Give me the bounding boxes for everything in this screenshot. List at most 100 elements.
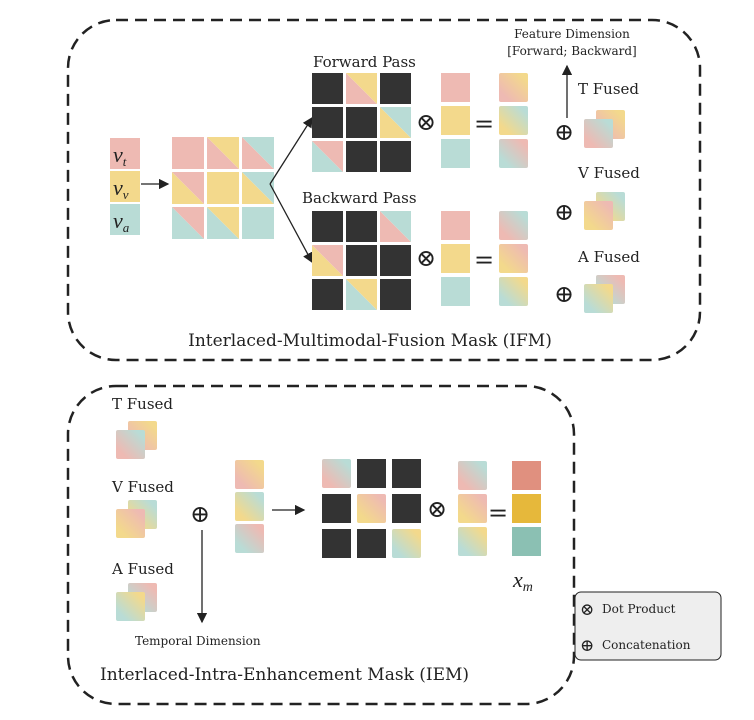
backward-mask-cell bbox=[312, 211, 343, 242]
iem-feature-cell bbox=[458, 461, 487, 490]
backward-mask-cell bbox=[380, 211, 411, 242]
input-a bbox=[110, 204, 140, 235]
forward-mask-cell bbox=[346, 107, 377, 138]
iem-mask-cell bbox=[322, 494, 351, 523]
backward-mask-cell bbox=[312, 279, 343, 310]
input-v bbox=[110, 171, 140, 202]
forward-mask-cell bbox=[346, 141, 377, 172]
forward-mask-cell bbox=[346, 73, 377, 104]
backward-arrow bbox=[269, 183, 313, 264]
forward-feature-cell bbox=[441, 106, 470, 135]
iem-feature-cell bbox=[458, 494, 487, 523]
dot-product-label: Dot Product bbox=[602, 602, 676, 616]
forward-result-cell bbox=[499, 106, 528, 135]
iem-v-fused-stack bbox=[116, 500, 157, 538]
dot-product-icon: ⊗ bbox=[427, 495, 447, 523]
forward-mask-cell bbox=[312, 73, 343, 104]
output-cell bbox=[512, 461, 541, 490]
iem-v-fused-label: V Fused bbox=[111, 478, 174, 496]
forward-arrow bbox=[269, 116, 313, 185]
iem-feature-cell bbox=[458, 527, 487, 556]
v-fused-label: V Fused bbox=[577, 164, 640, 182]
backward-result-cell bbox=[499, 244, 528, 273]
input-matrix-cell bbox=[242, 137, 274, 169]
input-t bbox=[110, 138, 140, 169]
backward-feature-cell bbox=[441, 277, 470, 306]
t-fused-stack bbox=[584, 110, 625, 148]
output-cell bbox=[512, 527, 541, 556]
concatenation-icon: ⊕ bbox=[554, 118, 574, 146]
legend: ⊗ Dot Product ⊕ Concatenation bbox=[574, 591, 722, 661]
forward-result-cell bbox=[499, 73, 528, 102]
backward-result-cell bbox=[499, 277, 528, 306]
equals-icon: = bbox=[488, 499, 508, 527]
ifm-panel bbox=[66, 18, 702, 362]
iem-mask-cell bbox=[322, 459, 351, 488]
iem-t-fused-label: T Fused bbox=[112, 395, 173, 413]
a-fused-label: A Fused bbox=[577, 248, 640, 266]
backward-pass-label: Backward Pass bbox=[302, 189, 417, 207]
backward-mask-cell bbox=[346, 245, 377, 276]
dot-product-icon: ⊗ bbox=[416, 244, 436, 272]
backward-mask-cell bbox=[312, 245, 343, 276]
forward-mask-cell bbox=[312, 107, 343, 138]
backward-mask-cell bbox=[346, 211, 377, 242]
input-matrix-cell bbox=[172, 207, 204, 239]
input-matrix-cell bbox=[207, 137, 239, 169]
iem-mask-cell bbox=[357, 459, 386, 488]
backward-mask-cell bbox=[380, 245, 411, 276]
input-matrix-cell bbox=[242, 172, 274, 204]
concatenation-label: Concatenation bbox=[602, 638, 691, 652]
equals-icon: = bbox=[474, 110, 494, 138]
backward-mask-cell bbox=[346, 279, 377, 310]
forward-mask-cell bbox=[380, 141, 411, 172]
backward-feature-cell bbox=[441, 244, 470, 273]
feature-dimension-sub-label: [Forward; Backward] bbox=[507, 44, 637, 58]
iem-mask-cell bbox=[357, 494, 386, 523]
backward-mask-cell bbox=[380, 279, 411, 310]
forward-mask-cell bbox=[380, 107, 411, 138]
forward-feature-cell bbox=[441, 139, 470, 168]
temporal-dimension-label: Temporal Dimension bbox=[135, 634, 261, 648]
iem-fused-column-cell bbox=[235, 460, 264, 489]
input-matrix-cell bbox=[207, 172, 239, 204]
concatenation-icon: ⊕ bbox=[580, 636, 594, 656]
backward-feature-cell bbox=[441, 211, 470, 240]
forward-mask-cell bbox=[380, 73, 411, 104]
input-matrix-cell bbox=[172, 137, 204, 169]
iem-mask-cell bbox=[392, 529, 421, 558]
input-matrix-cell bbox=[172, 172, 204, 204]
iem-mask-cell bbox=[392, 459, 421, 488]
forward-result-cell bbox=[499, 139, 528, 168]
iem-mask-cell bbox=[392, 494, 421, 523]
concatenation-icon: ⊕ bbox=[554, 198, 574, 226]
concatenation-icon: ⊕ bbox=[554, 280, 574, 308]
v-fused-stack bbox=[584, 192, 625, 230]
iem-t-fused-stack bbox=[116, 421, 157, 459]
forward-feature-cell bbox=[441, 73, 470, 102]
iem-a-fused-stack bbox=[116, 583, 157, 621]
backward-result-cell bbox=[499, 211, 528, 240]
equals-icon: = bbox=[474, 246, 494, 274]
input-matrix-cell bbox=[207, 207, 239, 239]
forward-mask-cell bbox=[312, 141, 343, 172]
t-fused-label: T Fused bbox=[578, 80, 639, 98]
output-xm-label: xm bbox=[512, 567, 533, 595]
feature-dimension-label: Feature Dimension bbox=[514, 27, 630, 41]
iem-fused-column-cell bbox=[235, 524, 264, 553]
iem-mask-cell bbox=[357, 529, 386, 558]
iem-title: Interlaced-Intra-Enhancement Mask (IEM) bbox=[100, 665, 469, 685]
output-cell bbox=[512, 494, 541, 523]
dot-product-icon: ⊗ bbox=[416, 108, 436, 136]
forward-pass-label: Forward Pass bbox=[313, 53, 416, 71]
concatenation-icon: ⊕ bbox=[190, 500, 210, 528]
a-fused-stack bbox=[584, 275, 625, 313]
iem-a-fused-label: A Fused bbox=[111, 560, 174, 578]
iem-mask-cell bbox=[322, 529, 351, 558]
iem-panel bbox=[66, 384, 576, 706]
input-matrix-cell bbox=[242, 207, 274, 239]
iem-fused-column-cell bbox=[235, 492, 264, 521]
ifm-title: Interlaced-Multimodal-Fusion Mask (IFM) bbox=[188, 331, 552, 351]
dot-product-icon: ⊗ bbox=[580, 600, 594, 620]
